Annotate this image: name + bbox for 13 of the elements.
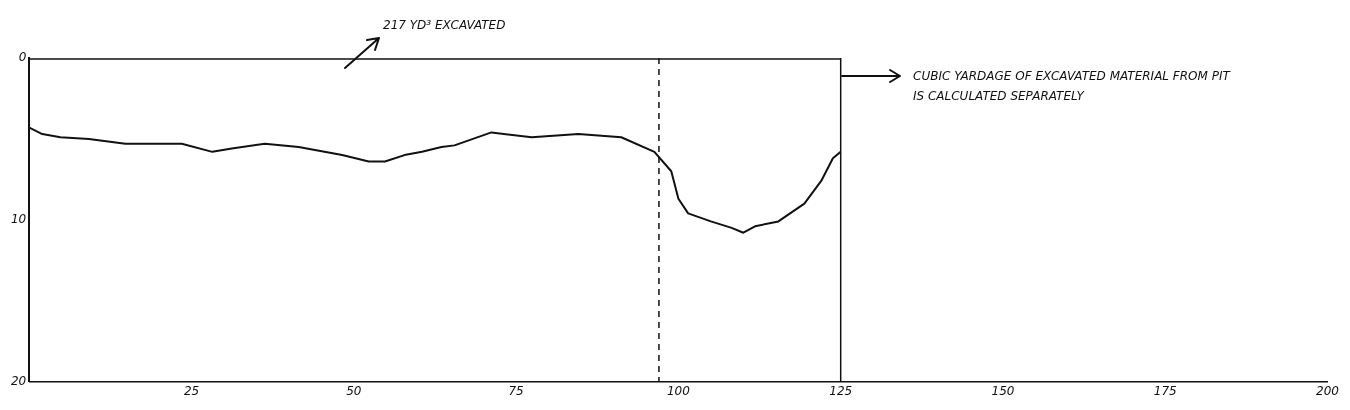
x-tick-label: 50 — [346, 383, 362, 398]
y-tick-label: 20 — [10, 373, 27, 388]
annotation: CUBIC YARDAGE OF EXCAVATED MATERIAL FROM PIT IS CALCULATED SEPARATELY — [913, 68, 1232, 105]
x-tick-label: 125 — [829, 383, 853, 398]
x-tick-label: 25 — [183, 383, 200, 398]
y-tick-label: 10 — [10, 211, 27, 226]
x-tick-label: 100 — [666, 383, 691, 398]
x-tick-label: 200 — [1316, 383, 1340, 398]
text: 217 YD³ EXCAVATED — [383, 18, 506, 32]
y-tick-label: 0 — [18, 50, 27, 65]
x-tick-label: 150 — [991, 383, 1015, 398]
x-tick-label: 175 — [1153, 383, 1177, 398]
x-tick-label: 75 — [508, 383, 524, 398]
